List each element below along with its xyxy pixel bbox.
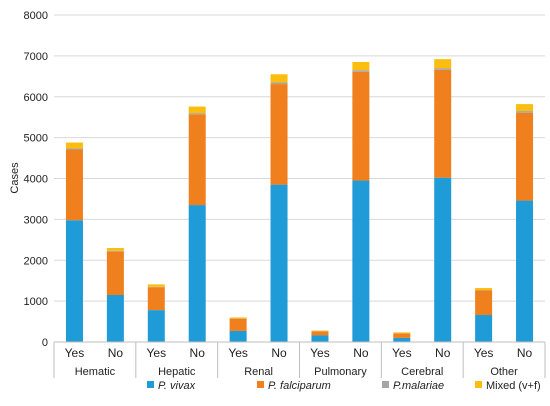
y-tick-label: 5000 xyxy=(24,133,48,145)
bar-segment xyxy=(311,331,329,336)
bar-segment xyxy=(393,332,411,334)
y-tick-label: 7000 xyxy=(24,51,48,63)
x-category-label: No xyxy=(190,346,206,360)
legend-label: P. vivax xyxy=(158,380,196,392)
bar-segment xyxy=(188,113,206,115)
x-group-label: Hematic xyxy=(75,366,116,378)
bar-segment xyxy=(106,247,124,251)
bar-segment xyxy=(516,104,534,112)
legend-swatch xyxy=(147,381,154,388)
bar-segment xyxy=(147,287,165,311)
x-group-label: Other xyxy=(490,366,518,378)
bar-segment xyxy=(434,68,452,70)
x-category-label: Yes xyxy=(65,346,85,360)
bar-segment xyxy=(147,284,165,287)
bar-segment xyxy=(311,335,329,342)
x-category-label: Yes xyxy=(392,346,412,360)
x-category-label: No xyxy=(108,346,124,360)
bar-segment xyxy=(106,251,124,295)
bar-segment xyxy=(311,330,329,332)
bar-segment xyxy=(516,200,534,342)
bar-segment xyxy=(65,220,83,342)
bar-segment xyxy=(229,318,247,331)
legend-label: P.malariae xyxy=(393,380,444,392)
bars xyxy=(65,59,534,342)
bar-segment xyxy=(270,84,288,185)
y-tick-label: 1000 xyxy=(24,296,48,308)
x-group-label: Pulmonary xyxy=(314,366,367,378)
gridlines xyxy=(54,14,545,302)
x-category-label: No xyxy=(517,346,533,360)
legend-swatch xyxy=(475,381,482,388)
y-tick-label: 3000 xyxy=(24,214,48,226)
legend-label: P. falciparum xyxy=(268,380,331,392)
legend-swatch xyxy=(257,381,264,388)
bar-segment xyxy=(270,82,288,85)
bar-segment xyxy=(434,59,452,69)
bar-segment xyxy=(229,330,247,342)
x-category-label: Yes xyxy=(147,346,167,360)
x-category-label: No xyxy=(435,346,451,360)
bar-segment xyxy=(475,290,493,316)
x-group-label: Renal xyxy=(244,366,273,378)
bar-segment xyxy=(65,149,83,221)
x-category-label: Yes xyxy=(228,346,248,360)
x-category-label: No xyxy=(353,346,369,360)
bar-segment xyxy=(352,71,370,181)
legend-swatch xyxy=(382,381,389,388)
x-category-label: Yes xyxy=(474,346,494,360)
y-tick-label: 4000 xyxy=(24,174,48,186)
x-group-label: Hepatic xyxy=(158,366,196,378)
y-tick-label: 6000 xyxy=(24,92,48,104)
y-tick-label: 8000 xyxy=(24,10,48,22)
x-category-label: No xyxy=(271,346,287,360)
bar-segment xyxy=(106,250,124,252)
bar-segment xyxy=(434,177,452,342)
bar-segment xyxy=(65,148,83,150)
bar-segment xyxy=(516,112,534,201)
bar-segment xyxy=(65,142,83,149)
bar-segment xyxy=(147,310,165,342)
x-axis: Yes No Yes No Yes No Yes No Yes No Yes No Hematic Hep… xyxy=(53,341,546,378)
bar-segment xyxy=(393,333,411,338)
bar-segment xyxy=(188,106,206,114)
bar-segment xyxy=(270,184,288,342)
bar-segment xyxy=(188,114,206,206)
y-tick-label: 2000 xyxy=(24,255,48,267)
x-category-label: Yes xyxy=(310,346,330,360)
bar-segment xyxy=(352,62,370,71)
bar-segment xyxy=(229,317,247,319)
y-axis-label: Cases xyxy=(9,162,21,194)
y-axis: 0 1000 2000 3000 4000 5000 6000 7000 8000 xyxy=(24,10,48,349)
bar-segment xyxy=(352,180,370,342)
legend: P. vivax P. falciparum P.malariae Mixed (v+… xyxy=(147,380,541,392)
bar-segment xyxy=(352,70,370,72)
bar-segment xyxy=(393,337,411,342)
bar-segment xyxy=(516,111,534,113)
bar-segment xyxy=(434,69,452,178)
bar-segment xyxy=(270,74,288,83)
legend-label: Mixed (v+f) xyxy=(486,380,541,392)
bar-segment xyxy=(475,315,493,342)
y-tick-label: 0 xyxy=(42,337,48,349)
x-group-label: Cerebral xyxy=(401,366,443,378)
bar-segment xyxy=(475,288,493,291)
bar-segment xyxy=(106,294,124,342)
bar-segment xyxy=(188,205,206,342)
